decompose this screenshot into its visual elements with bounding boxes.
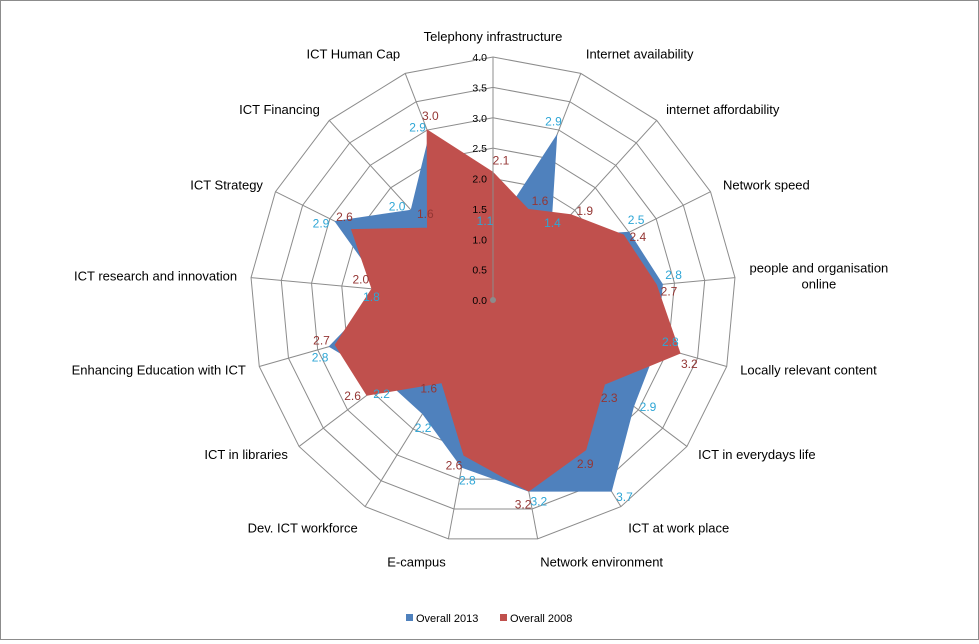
data-label-overall-2008: 2.1 <box>493 153 510 167</box>
data-labels: 1.12.91.4 2.52.82.82.93.73.22.82.22.22.81… <box>312 109 698 511</box>
tick-label: 2.5 <box>472 143 487 155</box>
category-label-ict-research-and-innovation: ICT research and innovation <box>74 268 237 283</box>
data-label-overall-2008: 2.6 <box>336 210 353 224</box>
data-label-overall-2008: 3.2 <box>681 357 698 371</box>
category-label-ict-at-work-place: ICT at work place <box>628 521 729 536</box>
category-label-ict-in-libraries: ICT in libraries <box>204 447 288 462</box>
tick-label: 1.5 <box>472 204 487 216</box>
data-label-overall-2013: 2.8 <box>665 268 682 282</box>
legend-label-overall-2013: Overall 2013 <box>416 613 478 625</box>
data-label-overall-2013: 2.9 <box>640 400 657 414</box>
category-label-enhancing-education-with-ict: Enhancing Education with ICT <box>72 362 246 377</box>
data-label-overall-2013: 1.1 <box>477 214 494 228</box>
data-label-overall-2008: 1.6 <box>532 194 549 208</box>
tick-label: 0.0 <box>472 295 487 307</box>
data-label-overall-2008: 1.9 <box>576 204 593 218</box>
grid-ring <box>311 117 675 480</box>
category-label-people-and-organisation-online: people and organisation <box>750 260 889 275</box>
data-label-overall-2008: 2.7 <box>313 333 330 347</box>
data-label-overall-2008: 2.7 <box>661 285 678 299</box>
data-label-overall-2013: 2.8 <box>459 473 476 487</box>
data-label-overall-2008: 2.3 <box>601 391 618 405</box>
category-label-e-campus: E-campus <box>387 555 446 570</box>
grid-ring <box>280 86 706 510</box>
legend-swatch-overall-2013 <box>406 614 413 621</box>
category-label-telephony-infrastructure: Telephony infrastructure <box>424 29 563 44</box>
category-label-ict-human-cap: ICT Human Cap <box>306 46 400 61</box>
data-label-overall-2008: 1.6 <box>417 207 434 221</box>
category-label-dev-ict-workforce: Dev. ICT workforce <box>248 521 358 536</box>
series-area-overall-2008 <box>334 129 681 492</box>
data-label-overall-2013: 3.2 <box>530 494 547 508</box>
tick-label: 2.0 <box>472 174 487 186</box>
data-label-overall-2008: 2.9 <box>577 457 594 471</box>
legend-swatch-overall-2008 <box>500 614 507 621</box>
tick-label: 4.0 <box>472 52 487 64</box>
data-label-overall-2013: 2.2 <box>415 421 432 435</box>
category-label-ict-financing: ICT Financing <box>239 102 320 117</box>
data-label-overall-2013: 2.8 <box>662 335 679 349</box>
data-label-overall-2008: 2.6 <box>344 389 361 403</box>
tick-label: 1.0 <box>472 234 487 246</box>
data-label-overall-2013: 2.0 <box>389 200 406 214</box>
data-label-overall-2013: 2.8 <box>312 351 329 365</box>
tick-label: 3.5 <box>472 82 487 94</box>
data-label-overall-2008: 3.2 <box>515 497 532 511</box>
category-label-ict-in-everydays-life: ICT in everydays life <box>698 447 816 462</box>
category-label-network-environment: Network environment <box>540 555 663 570</box>
data-label-overall-2013: 2.9 <box>409 120 426 134</box>
category-label-ict-strategy: ICT Strategy <box>190 177 263 192</box>
data-label-overall-2013: 3.7 <box>616 490 633 504</box>
data-label-overall-2013: 2.9 <box>313 216 330 230</box>
data-label-overall-2008: 2.4 <box>629 230 646 244</box>
category-label-people-and-organisation-online: online <box>802 276 837 291</box>
tick-label: 0.5 <box>472 265 487 277</box>
radial-axis-ticks: 0.0 0.5 1.0 1.5 2.0 2.5 3.0 3.5 4.0 <box>472 52 487 307</box>
tick-label: 3.0 <box>472 113 487 125</box>
data-label-overall-2008: 3.0 <box>422 109 439 123</box>
data-label-overall-2013: 2.9 <box>545 115 562 129</box>
category-label-locally-relevant-content: Locally relevant content <box>740 362 877 377</box>
data-label-overall-2013: 1.4 <box>544 216 561 230</box>
legend: Overall 2013 Overall 2008 <box>406 613 572 625</box>
category-labels: Telephony infrastructure Internet availab… <box>72 29 889 570</box>
category-label-internet-affordability: internet affordability <box>666 102 780 117</box>
data-label-overall-2008: 2.6 <box>446 459 463 473</box>
grid-ring <box>250 56 736 540</box>
data-label-overall-2008: 1.6 <box>420 382 437 396</box>
data-label-overall-2013: 1.8 <box>363 290 380 304</box>
category-label-internet-availability: Internet availability <box>586 46 694 61</box>
data-label-overall-2013: 2.5 <box>628 213 645 227</box>
category-label-network-speed: Network speed <box>723 177 810 192</box>
data-label-overall-2013: 2.2 <box>373 387 390 401</box>
legend-label-overall-2008: Overall 2008 <box>510 613 572 625</box>
data-label-overall-2008: 2.0 <box>352 273 369 287</box>
radar-series <box>328 57 681 492</box>
center-point <box>490 297 496 303</box>
